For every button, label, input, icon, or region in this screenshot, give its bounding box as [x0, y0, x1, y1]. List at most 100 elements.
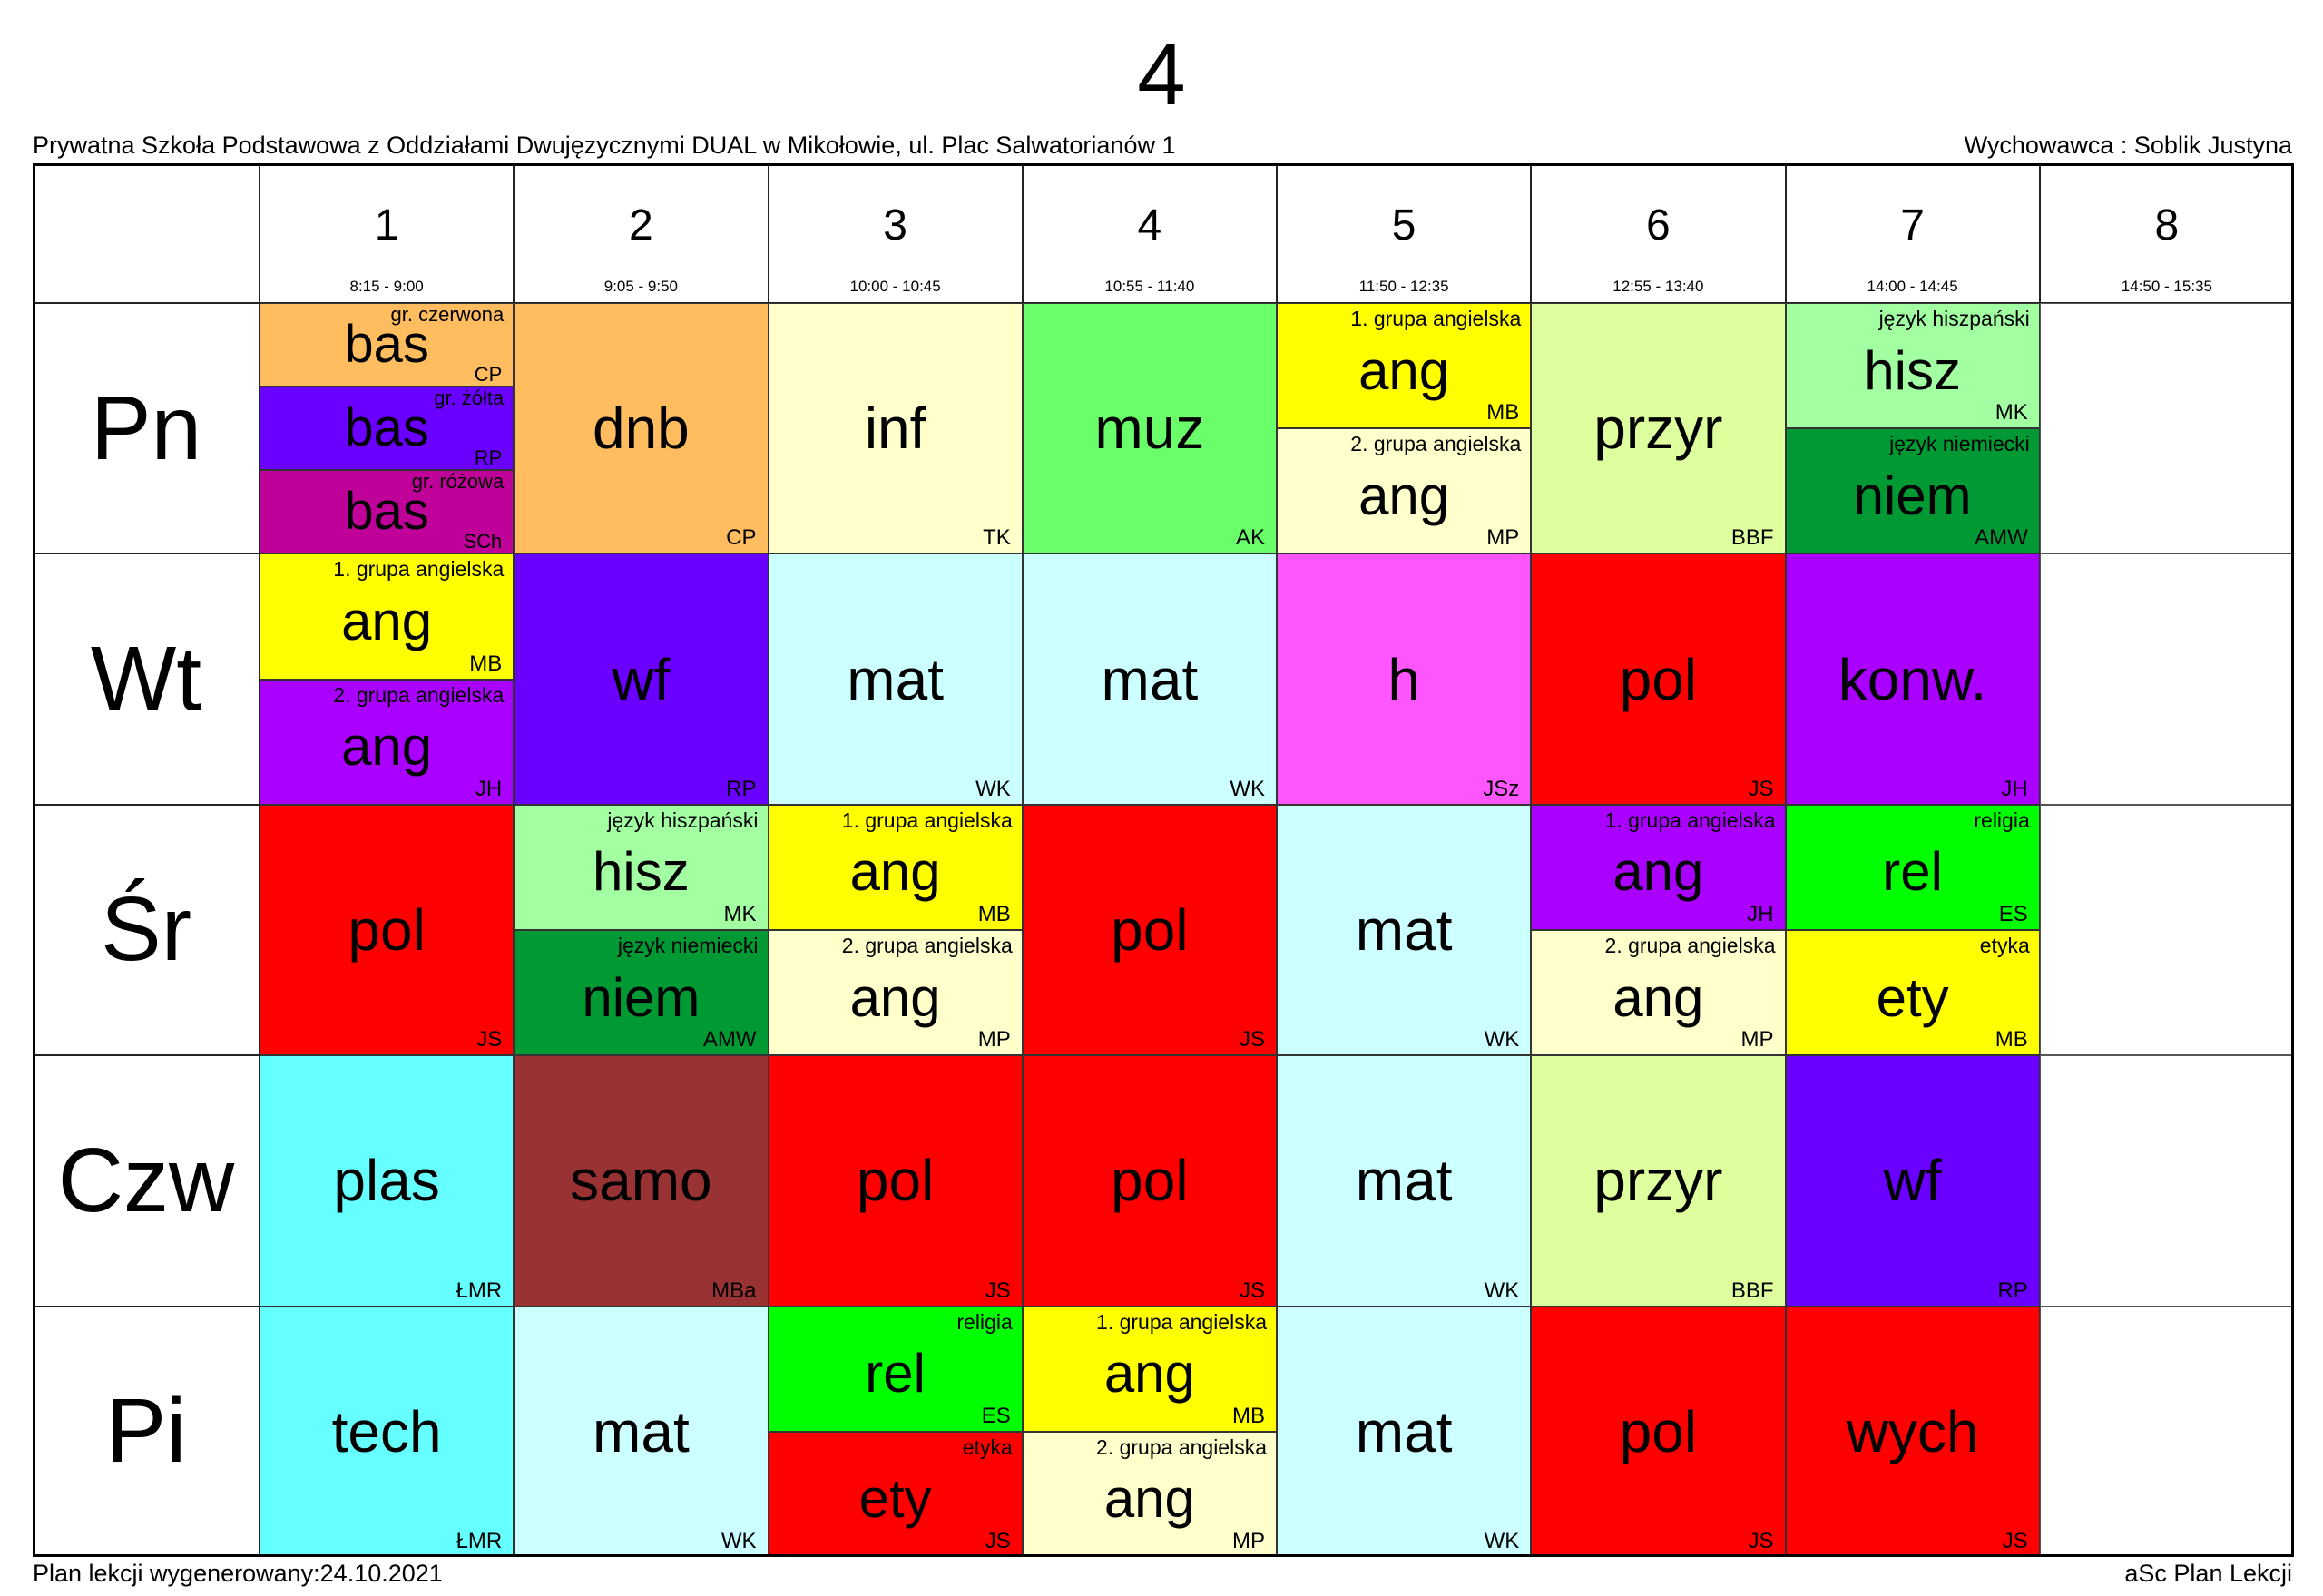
- timetable-grid: 1 8:15 - 9:00 2 9:05 - 9:50 3 10:00 - 10:45 4 1…: [33, 163, 2294, 1557]
- lesson-teacher: MP: [1232, 1528, 1265, 1553]
- lesson-teacher: ŁMR: [456, 1278, 503, 1303]
- lesson-subject: przyr: [1593, 396, 1723, 462]
- period-time: 14:00 - 14:45: [1867, 278, 1958, 295]
- lesson-cell: ang 1. grupa angielska MB: [260, 553, 515, 680]
- period-time: 8:15 - 9:00: [349, 278, 424, 295]
- lesson-teacher: MP: [1740, 1027, 1774, 1053]
- lesson-subject: niem: [1853, 465, 1972, 526]
- lesson-teacher: JS: [1748, 1528, 1774, 1553]
- lesson-cell: muz AK: [1022, 303, 1277, 554]
- lesson-cell: mat WK: [514, 1306, 769, 1557]
- generated-date: Plan lekcji wygenerowany:24.10.2021: [33, 1560, 443, 1587]
- lesson-subject: pol: [348, 896, 426, 963]
- period-time: 9:05 - 9:50: [603, 278, 679, 295]
- lesson-cell: tech ŁMR: [260, 1306, 515, 1557]
- lesson-cell: inf TK: [768, 303, 1023, 554]
- lesson-subject: pol: [1111, 896, 1189, 963]
- lesson-subject: ang: [341, 716, 433, 778]
- period-number: 7: [1900, 201, 1925, 250]
- lesson-cell: ety etyka JS: [768, 1431, 1023, 1557]
- lesson-subject: hisz: [1864, 339, 1961, 401]
- lesson-teacher: MB: [1486, 400, 1520, 426]
- lesson-subject: ang: [341, 590, 433, 651]
- lesson-teacher: RP: [474, 446, 503, 470]
- lesson-teacher: RP: [1997, 1278, 2028, 1303]
- period-header: 1 8:15 - 9:00: [260, 163, 515, 303]
- lesson-cell: ang 1. grupa angielska JH: [1531, 804, 1786, 930]
- lesson-subject: ang: [1358, 465, 1450, 526]
- lesson-teacher: MB: [977, 901, 1011, 926]
- empty-slot: [2039, 553, 2294, 805]
- lesson-teacher: JS: [1239, 1278, 1265, 1303]
- lesson-subject: ang: [1358, 339, 1450, 401]
- period-time: 11:50 - 12:35: [1358, 278, 1449, 295]
- lesson-group: 2. grupa angielska: [1096, 1434, 1267, 1459]
- lesson-group: 1. grupa angielska: [333, 557, 505, 582]
- lesson-teacher: CP: [474, 363, 503, 387]
- lesson-cell: mat WK: [1277, 804, 1532, 1056]
- lesson-teacher: JH: [1747, 901, 1774, 926]
- period-time: 14:50 - 15:35: [2121, 278, 2212, 295]
- lesson-subject: mat: [1355, 896, 1453, 963]
- lesson-group: gr. różowa: [411, 470, 505, 494]
- lesson-cell: ang 1. grupa angielska MB: [1022, 1306, 1277, 1432]
- lesson-subject: mat: [847, 646, 944, 712]
- lesson-subject: dnb: [592, 396, 690, 462]
- lesson-group: 2. grupa angielska: [333, 682, 505, 707]
- lesson-teacher: JS: [2002, 1528, 2028, 1553]
- period-time: 12:55 - 13:40: [1612, 278, 1704, 295]
- lesson-teacher: JSz: [1483, 776, 1520, 801]
- lesson-cell: pol JS: [1531, 553, 1786, 805]
- lesson-teacher: MB: [1232, 1403, 1265, 1428]
- lesson-subject: muz: [1094, 396, 1205, 462]
- lesson-subject: ety: [1876, 966, 1949, 1028]
- lesson-teacher: WK: [720, 1528, 757, 1553]
- lesson-teacher: WK: [1230, 776, 1265, 801]
- lesson-teacher: JS: [476, 1027, 503, 1053]
- lesson-teacher: JS: [1239, 1027, 1265, 1053]
- lesson-cell: wf RP: [1785, 1055, 2040, 1307]
- lesson-subject: bas: [344, 315, 429, 375]
- day-label: Czw: [33, 1055, 260, 1307]
- lesson-teacher: MP: [977, 1027, 1011, 1053]
- lesson-teacher: JH: [2001, 776, 2028, 801]
- lesson-cell: niem język niemiecki AMW: [1785, 428, 2040, 554]
- lesson-teacher: BBF: [1730, 525, 1774, 551]
- lesson-subject: pol: [1619, 1398, 1698, 1464]
- lesson-subject: inf: [864, 396, 926, 462]
- lesson-cell: ang 2. grupa angielska JH: [260, 679, 515, 805]
- lesson-subject: tech: [331, 1398, 442, 1464]
- lesson-cell: dnb CP: [514, 303, 769, 554]
- period-number: 1: [374, 201, 399, 250]
- lesson-cell: mat WK: [1022, 553, 1277, 805]
- period-header: 5 11:50 - 12:35: [1277, 163, 1532, 303]
- lesson-subject: mat: [1355, 1398, 1453, 1464]
- day-label: Śr: [33, 804, 260, 1056]
- lesson-group: język niemiecki: [617, 934, 759, 957]
- period-number: 8: [2154, 201, 2180, 250]
- lesson-subject: mat: [1355, 1148, 1453, 1214]
- lesson-group: 2. grupa angielska: [841, 934, 1013, 957]
- corner-cell: [33, 163, 260, 303]
- lesson-cell: konw. JH: [1785, 553, 2040, 805]
- lesson-group: 2. grupa angielska: [1350, 432, 1522, 456]
- lesson-subject: przyr: [1593, 1148, 1723, 1214]
- lesson-cell: ang 2. grupa angielska MP: [768, 930, 1023, 1056]
- lesson-teacher: AMW: [702, 1027, 757, 1053]
- lesson-subject: wf: [612, 646, 671, 712]
- lesson-subject: plas: [333, 1148, 440, 1214]
- period-header: 2 9:05 - 9:50: [514, 163, 769, 303]
- lesson-group: język hiszpański: [607, 808, 759, 832]
- lesson-cell: samo MBa: [514, 1055, 769, 1307]
- lesson-cell: pol JS: [260, 804, 515, 1056]
- period-number: 2: [629, 201, 653, 250]
- lesson-cell: ang 2. grupa angielska MP: [1531, 930, 1786, 1056]
- lesson-cell: przyr BBF: [1531, 1055, 1786, 1307]
- timetable-title: 4: [1137, 26, 1186, 123]
- lesson-subject: mat: [593, 1398, 690, 1464]
- lesson-group: 2. grupa angielska: [1604, 934, 1776, 957]
- lesson-cell: pol JS: [1531, 1306, 1786, 1557]
- lesson-subject: wf: [1883, 1148, 1942, 1214]
- lesson-cell: mat WK: [768, 553, 1023, 805]
- lesson-cell: rel religia ES: [1785, 804, 2040, 930]
